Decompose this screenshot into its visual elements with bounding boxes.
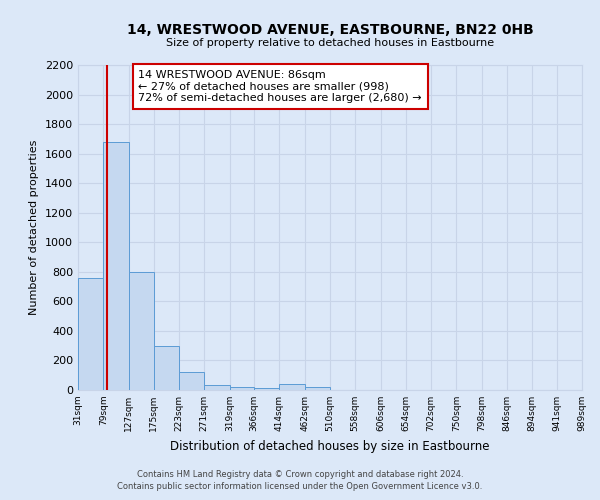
Bar [230,387,254,390]
Bar [204,385,230,390]
Bar [154,346,179,390]
Text: Size of property relative to detached houses in Eastbourne: Size of property relative to detached ho… [166,38,494,48]
Text: Contains HM Land Registry data © Crown copyright and database right 2024.: Contains HM Land Registry data © Crown c… [137,470,463,479]
Bar [280,384,305,390]
Text: Contains public sector information licensed under the Open Government Licence v3: Contains public sector information licen… [118,482,482,491]
Text: 14 WRESTWOOD AVENUE: 86sqm
← 27% of detached houses are smaller (998)
72% of sem: 14 WRESTWOOD AVENUE: 86sqm ← 27% of deta… [139,70,422,103]
Y-axis label: Number of detached properties: Number of detached properties [29,140,40,315]
X-axis label: Distribution of detached houses by size in Eastbourne: Distribution of detached houses by size … [170,440,490,452]
Text: 14, WRESTWOOD AVENUE, EASTBOURNE, BN22 0HB: 14, WRESTWOOD AVENUE, EASTBOURNE, BN22 0… [127,22,533,36]
Bar [78,278,103,390]
Bar [254,388,280,390]
Bar [305,387,330,390]
Bar [179,372,204,390]
Bar [103,142,128,390]
Bar [128,272,154,390]
